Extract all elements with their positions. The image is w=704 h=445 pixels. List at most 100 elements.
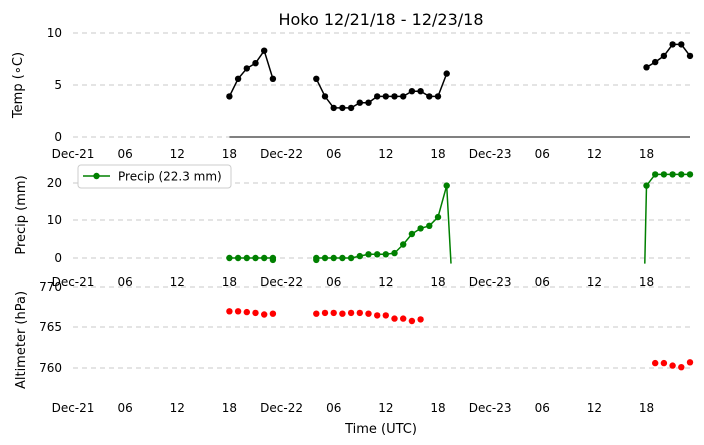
- data-point: [226, 254, 233, 262]
- data-point: [678, 171, 685, 178]
- data-point: [347, 254, 355, 262]
- x-tick-label: 18: [222, 401, 237, 415]
- y-tick-label: 0: [54, 130, 62, 144]
- data-point: [408, 230, 416, 238]
- data-point: [321, 254, 329, 262]
- x-tick-label: 12: [587, 401, 602, 415]
- x-tick-label: 18: [639, 147, 654, 161]
- data-point: [669, 41, 676, 48]
- x-tick-label: Dec-21: [52, 401, 95, 415]
- x-tick-label: 18: [222, 275, 237, 289]
- data-point: [417, 225, 424, 232]
- x-tick-label: 12: [170, 147, 185, 161]
- x-tick-label: 18: [430, 401, 445, 415]
- x-tick-label: 12: [587, 147, 602, 161]
- series-line: [644, 173, 690, 264]
- x-tick-label: 12: [378, 275, 393, 289]
- panel-3: 760 765 770 Dec-21 06 12 18 Dec-22 06 12 18 Dec-23 0…: [14, 280, 694, 415]
- data-point: [686, 52, 694, 60]
- panels: 0 5 10 Dec-21 06 12 18 Dec-22 06 12 18 Dec-23 06 12 18…: [11, 26, 694, 415]
- data-point: [400, 241, 407, 248]
- data-point: [643, 64, 650, 71]
- x-tick-label: 06: [118, 275, 133, 289]
- data-point: [321, 93, 329, 100]
- data-point: [660, 52, 668, 60]
- y-tick-label: 770: [39, 280, 62, 294]
- data-point: [330, 254, 337, 262]
- x-tick-label: Dec-23: [469, 147, 512, 161]
- data-point: [660, 359, 668, 367]
- data-point: [443, 182, 450, 189]
- data-point: [678, 364, 685, 371]
- data-point: [313, 75, 320, 83]
- data-point: [261, 254, 268, 262]
- data-point: [261, 47, 268, 54]
- data-point: [417, 316, 424, 323]
- data-point: [400, 315, 407, 322]
- data-point: [321, 309, 329, 317]
- panel-2: 0 10 20 Dec-21 06 12 18 Dec-22 06 12 18 Dec-23 06 12 1…: [14, 164, 694, 289]
- x-tick-label: 06: [326, 147, 341, 161]
- x-tick-label: 12: [378, 147, 393, 161]
- data-point: [339, 104, 346, 112]
- x-tick-label: 06: [118, 401, 133, 415]
- series-line: [228, 49, 274, 97]
- data-point: [330, 309, 337, 317]
- data-point: [234, 75, 242, 83]
- data-point: [347, 309, 355, 317]
- data-point: [313, 310, 320, 317]
- data-point: [643, 182, 650, 189]
- data-point: [226, 308, 233, 315]
- y-axis-label: Temp (∘C): [11, 52, 26, 119]
- x-tick-label: Dec-23: [469, 275, 512, 289]
- y-tick-label: 760: [39, 361, 62, 375]
- data-point: [382, 251, 389, 258]
- data-point: [269, 256, 277, 264]
- x-tick-label: 06: [535, 401, 550, 415]
- data-point: [374, 93, 381, 100]
- data-point: [374, 251, 381, 258]
- data-point: [669, 362, 676, 369]
- data-point: [365, 99, 372, 106]
- data-point: [652, 58, 659, 66]
- series-line: [315, 73, 448, 109]
- data-point: [374, 312, 381, 319]
- y-tick-label: 10: [47, 213, 62, 227]
- data-point: [408, 317, 416, 325]
- x-tick-label: 12: [587, 275, 602, 289]
- data-point: [252, 309, 259, 317]
- data-point: [226, 93, 233, 100]
- data-point: [243, 308, 250, 316]
- chart-title: Hoko 12/21/18 - 12/23/18: [278, 10, 483, 29]
- x-tick-label: 12: [378, 401, 393, 415]
- data-point: [417, 88, 424, 95]
- y-tick-label: 765: [39, 320, 62, 334]
- data-point: [356, 99, 363, 106]
- data-point: [686, 171, 694, 178]
- data-point: [391, 315, 398, 322]
- x-tick-label: Dec-21: [52, 275, 95, 289]
- x-tick-label: Dec-22: [260, 275, 303, 289]
- data-point: [686, 359, 694, 366]
- data-point: [426, 93, 433, 100]
- y-tick-label: 10: [47, 26, 62, 40]
- data-point: [400, 93, 407, 100]
- x-tick-label: 06: [535, 275, 550, 289]
- data-point: [652, 359, 659, 367]
- x-tick-label: 06: [326, 401, 341, 415]
- data-point: [339, 254, 346, 262]
- data-point: [356, 309, 363, 317]
- data-point: [678, 41, 685, 48]
- data-point: [269, 75, 277, 83]
- data-point: [365, 251, 372, 258]
- data-point: [252, 60, 259, 67]
- data-point: [339, 310, 346, 317]
- y-tick-label: 5: [54, 78, 62, 92]
- data-point: [443, 70, 450, 77]
- y-axis-label: Altimeter (hPa): [14, 291, 29, 389]
- data-point: [660, 171, 668, 178]
- data-point: [347, 104, 355, 112]
- data-point: [252, 254, 259, 262]
- x-tick-label: Dec-22: [260, 147, 303, 161]
- x-tick-label: 12: [170, 275, 185, 289]
